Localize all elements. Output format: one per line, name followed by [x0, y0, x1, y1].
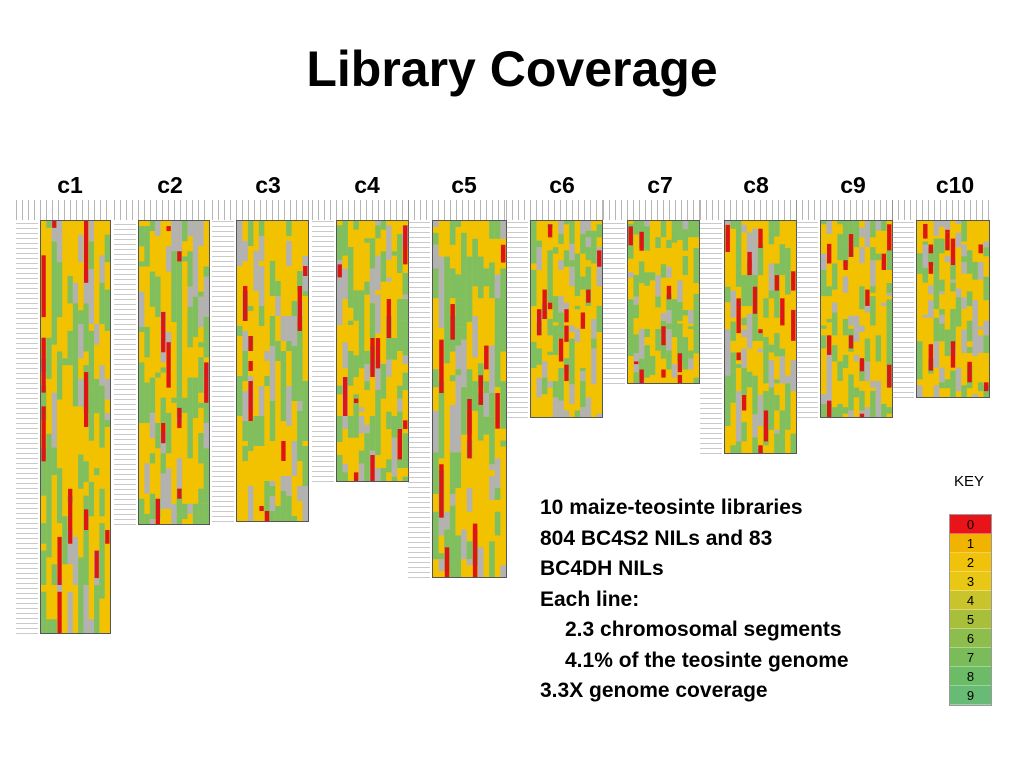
- line-labels: [796, 220, 818, 418]
- marker-header: [892, 200, 990, 220]
- key-cell-5: 5: [950, 610, 991, 629]
- summary-line: 10 maize-teosinte libraries: [540, 496, 803, 519]
- genotype-grid: [724, 220, 797, 454]
- genotype-grid: [40, 220, 111, 634]
- chromosome-label-c4: c4: [354, 172, 380, 198]
- summary-line: Each line:: [540, 587, 640, 611]
- genotype-panel-c4: [312, 200, 409, 482]
- genotype-panel-c6: [506, 200, 603, 418]
- line-labels: [312, 220, 334, 482]
- summary-line: BC4DH NILs: [540, 557, 664, 580]
- key-title: KEY: [953, 473, 984, 490]
- summary-line: 2.3 chromosomal segments: [565, 618, 842, 641]
- key-cell-8: 8: [950, 667, 991, 686]
- key-cell-2: 2: [950, 553, 991, 572]
- line-labels: [16, 220, 38, 634]
- key-cell-6: 6: [950, 629, 991, 648]
- chromosome-label-c6: c6: [549, 172, 575, 198]
- chromosome-label-c2: c2: [157, 172, 183, 198]
- genotype-panel-c1: [16, 200, 111, 634]
- marker-header: [506, 200, 603, 220]
- chromosome-label-c5: c5: [451, 172, 477, 198]
- genotype-grid: [138, 220, 210, 525]
- summary-line: 4.1% of the teosinte genome: [565, 648, 849, 672]
- genotype-panel-c10: [892, 200, 990, 398]
- marker-header: [796, 200, 893, 220]
- chromosome-label-c10: c10: [935, 172, 975, 198]
- summary-line: 804 BC4S2 NILs and 83: [540, 526, 773, 550]
- genotype-panel-c9: [796, 200, 893, 418]
- marker-header: [408, 200, 507, 220]
- marker-header: [700, 200, 797, 220]
- line-labels: [506, 220, 528, 418]
- chromosome-label-c1: c1: [57, 172, 83, 198]
- genotype-grid: [336, 220, 409, 482]
- key-cell-7: 7: [950, 648, 991, 667]
- marker-header: [603, 200, 700, 220]
- genotype-grid: [432, 220, 507, 578]
- line-labels: [700, 220, 722, 454]
- key-cell-1: 1: [950, 534, 991, 553]
- marker-header: [312, 200, 409, 220]
- genotype-grid: [530, 220, 603, 418]
- genotype-grid: [627, 220, 700, 384]
- chromosome-label-c3: c3: [255, 172, 281, 198]
- genotype-panel-c2: [114, 200, 210, 525]
- library-summary: 10 maize-teosinte libraries 804 BC4S2 NI…: [540, 493, 930, 707]
- line-labels: [603, 220, 625, 384]
- genotype-panel-c3: [212, 200, 309, 522]
- key-cell-9: 9: [950, 686, 991, 705]
- genotype-panel-c5: [408, 200, 507, 578]
- genotype-panel-c7: [603, 200, 700, 384]
- chromosome-label-c8: c8: [743, 172, 769, 198]
- marker-header: [16, 200, 111, 220]
- genotype-grid: [916, 220, 990, 398]
- line-labels: [114, 220, 136, 525]
- chromosome-label-c7: c7: [647, 172, 673, 198]
- genotype-grid: [820, 220, 893, 418]
- genotype-panel-c8: [700, 200, 797, 454]
- chromosome-label-c9: c9: [840, 172, 866, 198]
- key-cell-0: 0: [950, 515, 991, 534]
- line-labels: [408, 220, 430, 578]
- key-cell-4: 4: [950, 591, 991, 610]
- marker-header: [212, 200, 309, 220]
- slide-title: Library Coverage: [306, 41, 718, 97]
- color-key: 0 1 2 3 4 5 6 7 8 9: [949, 514, 992, 706]
- genotype-grid: [236, 220, 309, 522]
- summary-line: 3.3X genome coverage: [540, 679, 768, 702]
- marker-header: [114, 200, 210, 220]
- line-labels: [892, 220, 914, 398]
- key-cell-3: 3: [950, 572, 991, 591]
- line-labels: [212, 220, 234, 522]
